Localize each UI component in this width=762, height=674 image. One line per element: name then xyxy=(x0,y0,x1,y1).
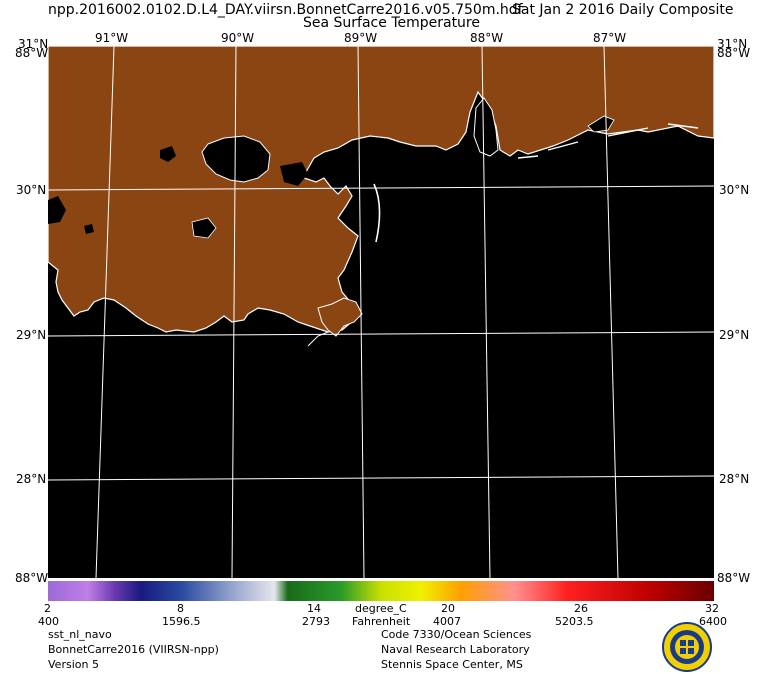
lon-label-88w: 88°W xyxy=(470,31,504,45)
lat-label-28n-right: 28°N xyxy=(719,472,750,486)
cbar-unit-f: Fahrenheit xyxy=(352,615,411,628)
colorbar-gradient xyxy=(48,581,714,601)
mobile-bay xyxy=(473,97,499,157)
corner-bottom-right: 88°W xyxy=(717,571,751,585)
cbar-tick-f-3: 4007 xyxy=(433,615,461,628)
barrier-islands xyxy=(517,123,699,159)
footer-lab: Naval Research Laboratory xyxy=(381,643,530,656)
lon-label-91w: 91°W xyxy=(95,31,129,45)
corner-top-right-lat: 31°N xyxy=(717,37,748,51)
cbar-tick-c-2: 14 xyxy=(307,602,321,615)
cbar-tick-f-0: 400 xyxy=(38,615,59,628)
lake-west xyxy=(48,196,66,224)
lon-label-90w: 90°W xyxy=(221,31,255,45)
footer-version: Version 5 xyxy=(48,658,99,671)
date-label: Sat Jan 2 2016 Daily Composite xyxy=(512,2,734,18)
lake-maurepas xyxy=(160,146,176,162)
mississippi-delta xyxy=(317,297,363,337)
lake-salvador xyxy=(191,217,217,239)
corner-top-left-lat: 31°N xyxy=(18,37,49,51)
pensacola-bay xyxy=(587,115,615,133)
footer-location: Stennis Space Center, MS xyxy=(381,658,523,671)
filename-label: npp.2016002.0102.D.L4_DAY.viirsn.BonnetC… xyxy=(48,2,523,18)
cbar-tick-c-1: 8 xyxy=(177,602,184,615)
lat-label-30n-right: 30°N xyxy=(719,183,750,197)
product-title: Sea Surface Temperature xyxy=(303,15,480,31)
cbar-tick-c-3: 20 xyxy=(441,602,455,615)
lat-label-29n-left: 29°N xyxy=(16,328,47,342)
footer-code: Code 7330/Ocean Sciences xyxy=(381,628,532,641)
footer-region: BonnetCarre2016 (VIIRSN-npp) xyxy=(48,643,219,656)
lat-label-28n-left: 28°N xyxy=(16,472,47,486)
lake-small xyxy=(84,224,94,234)
cbar-tick-c-4: 26 xyxy=(574,602,588,615)
nrl-seal-icon xyxy=(662,622,712,672)
lon-label-89w: 89°W xyxy=(344,31,378,45)
corner-top-right-lon: 88°W xyxy=(717,46,751,60)
sst-map xyxy=(48,46,714,578)
lon-label-87w: 87°W xyxy=(593,31,627,45)
delta-channel xyxy=(307,331,329,347)
cbar-tick-f-1: 1596.5 xyxy=(162,615,201,628)
footer-algorithm: sst_nl_navo xyxy=(48,628,112,641)
lake-borgne xyxy=(280,162,308,186)
cbar-tick-c-5: 32 xyxy=(705,602,719,615)
corner-bottom-left: 88°W xyxy=(15,571,49,585)
cbar-tick-f-2: 2793 xyxy=(302,615,330,628)
lake-pontchartrain xyxy=(201,135,271,183)
cbar-tick-f-4: 5203.5 xyxy=(555,615,594,628)
colorbar xyxy=(48,581,714,601)
lat-label-29n-right: 29°N xyxy=(719,328,750,342)
cbar-tick-c-0: 2 xyxy=(44,602,51,615)
graticule xyxy=(48,46,714,578)
corner-top-left-lon: 88°W xyxy=(15,46,49,60)
cbar-tick-f-5: 6400 xyxy=(699,615,727,628)
lat-label-30n-left: 30°N xyxy=(16,183,47,197)
land-mass xyxy=(48,46,714,333)
cbar-unit-c: degree_C xyxy=(355,602,407,615)
